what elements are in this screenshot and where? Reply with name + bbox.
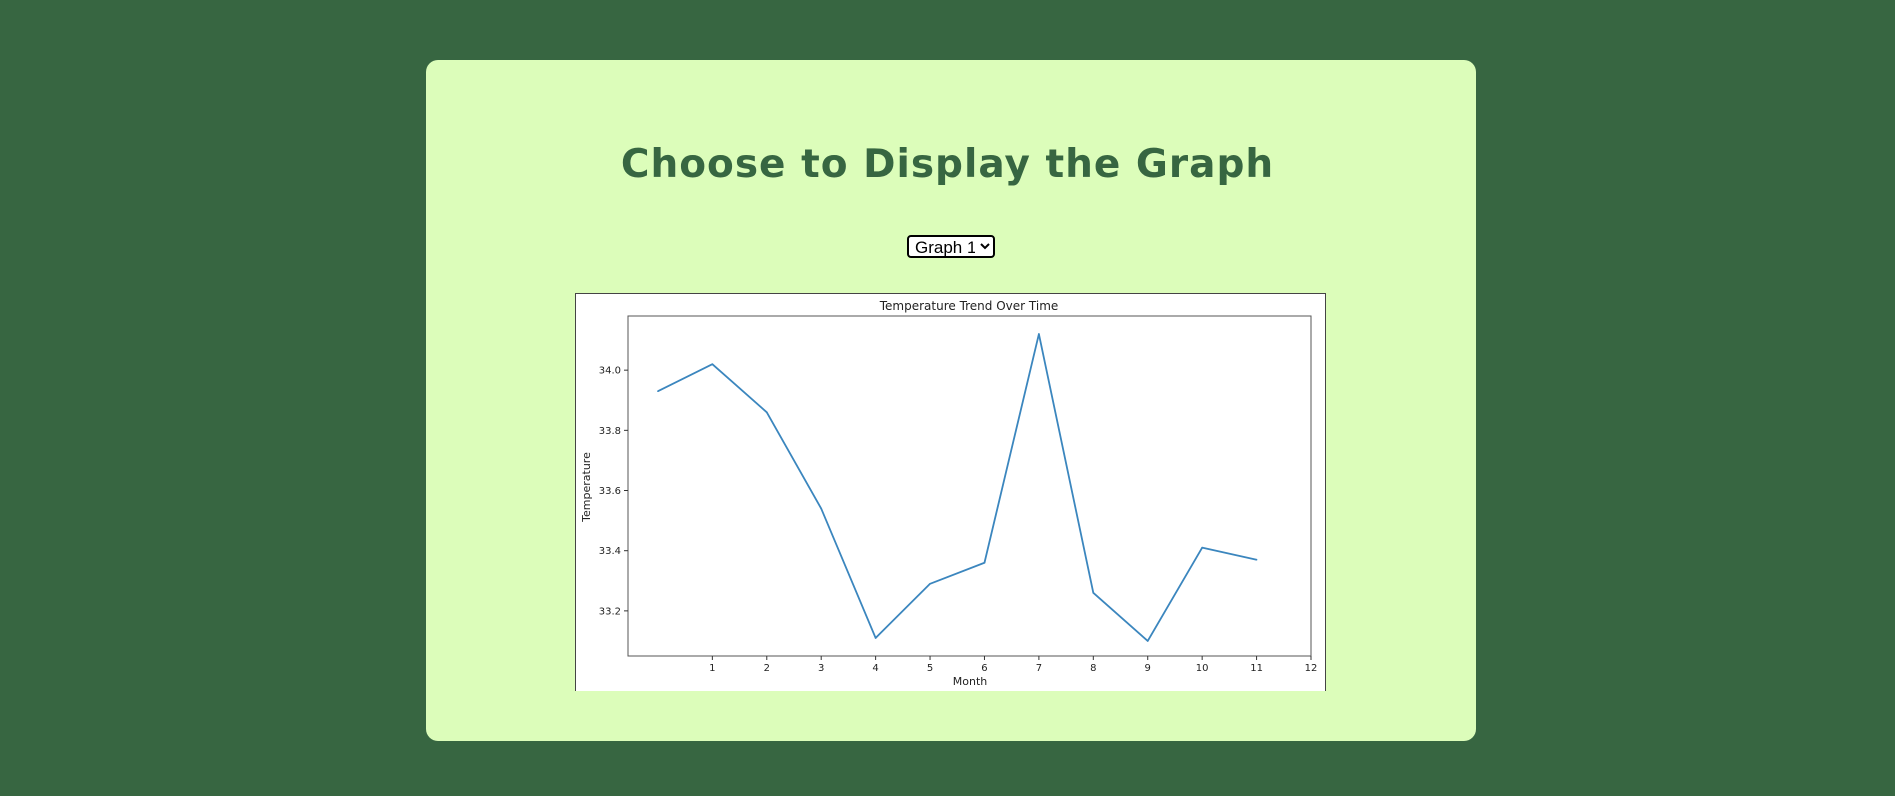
x-tick-label: 6 <box>981 663 987 674</box>
series-group <box>657 333 1258 642</box>
y-tick-label: 33.2 <box>599 606 621 617</box>
x-tick-label: 3 <box>818 663 824 674</box>
temperature-chart: Temperature Trend Over Time Month Temper… <box>580 299 1317 688</box>
x-tick-label: 10 <box>1196 663 1209 674</box>
x-tick-label: 8 <box>1090 663 1096 674</box>
x-tick-label: 11 <box>1250 663 1263 674</box>
data-point <box>765 411 768 414</box>
chart-frame: Temperature Trend Over Time Month Temper… <box>575 293 1326 691</box>
x-tick-label: 4 <box>872 663 878 674</box>
data-point <box>711 363 714 365</box>
graph-selector[interactable]: Graph 1 <box>907 235 995 258</box>
data-point <box>657 390 659 393</box>
x-tick-label: 9 <box>1145 663 1151 674</box>
y-tick-label: 33.8 <box>599 426 621 437</box>
y-tick-label: 33.6 <box>599 486 621 497</box>
x-axis-label: Month <box>953 675 988 688</box>
page-title: Choose to Display the Graph <box>620 142 1275 187</box>
y-tick-label: 33.4 <box>599 546 621 557</box>
data-point <box>874 637 877 639</box>
y-axis-label: Temperature <box>580 452 593 523</box>
y-ticks: 33.2 33.4 33.6 33.8 34.0 <box>599 366 628 617</box>
data-point <box>1038 333 1040 335</box>
data-point <box>983 561 986 564</box>
data-point <box>1092 592 1095 594</box>
chart-title: Temperature Trend Over Time <box>879 299 1059 313</box>
x-tick-label: 12 <box>1305 663 1318 674</box>
series-line <box>657 333 1257 642</box>
data-point <box>929 582 931 585</box>
graph-select[interactable]: Graph 1 <box>907 235 995 258</box>
x-ticks: 1 2 3 4 5 6 7 8 9 10 11 12 <box>709 656 1317 674</box>
x-tick-label: 1 <box>709 663 715 674</box>
x-tick-label: 7 <box>1036 663 1042 674</box>
plot-area <box>627 315 1312 657</box>
data-point <box>1255 558 1258 561</box>
data-point <box>1201 546 1203 549</box>
data-point <box>1146 640 1149 642</box>
y-tick-label: 34.0 <box>599 366 621 377</box>
x-tick-label: 2 <box>764 663 770 674</box>
x-tick-label: 5 <box>927 663 933 674</box>
data-point <box>820 507 822 510</box>
